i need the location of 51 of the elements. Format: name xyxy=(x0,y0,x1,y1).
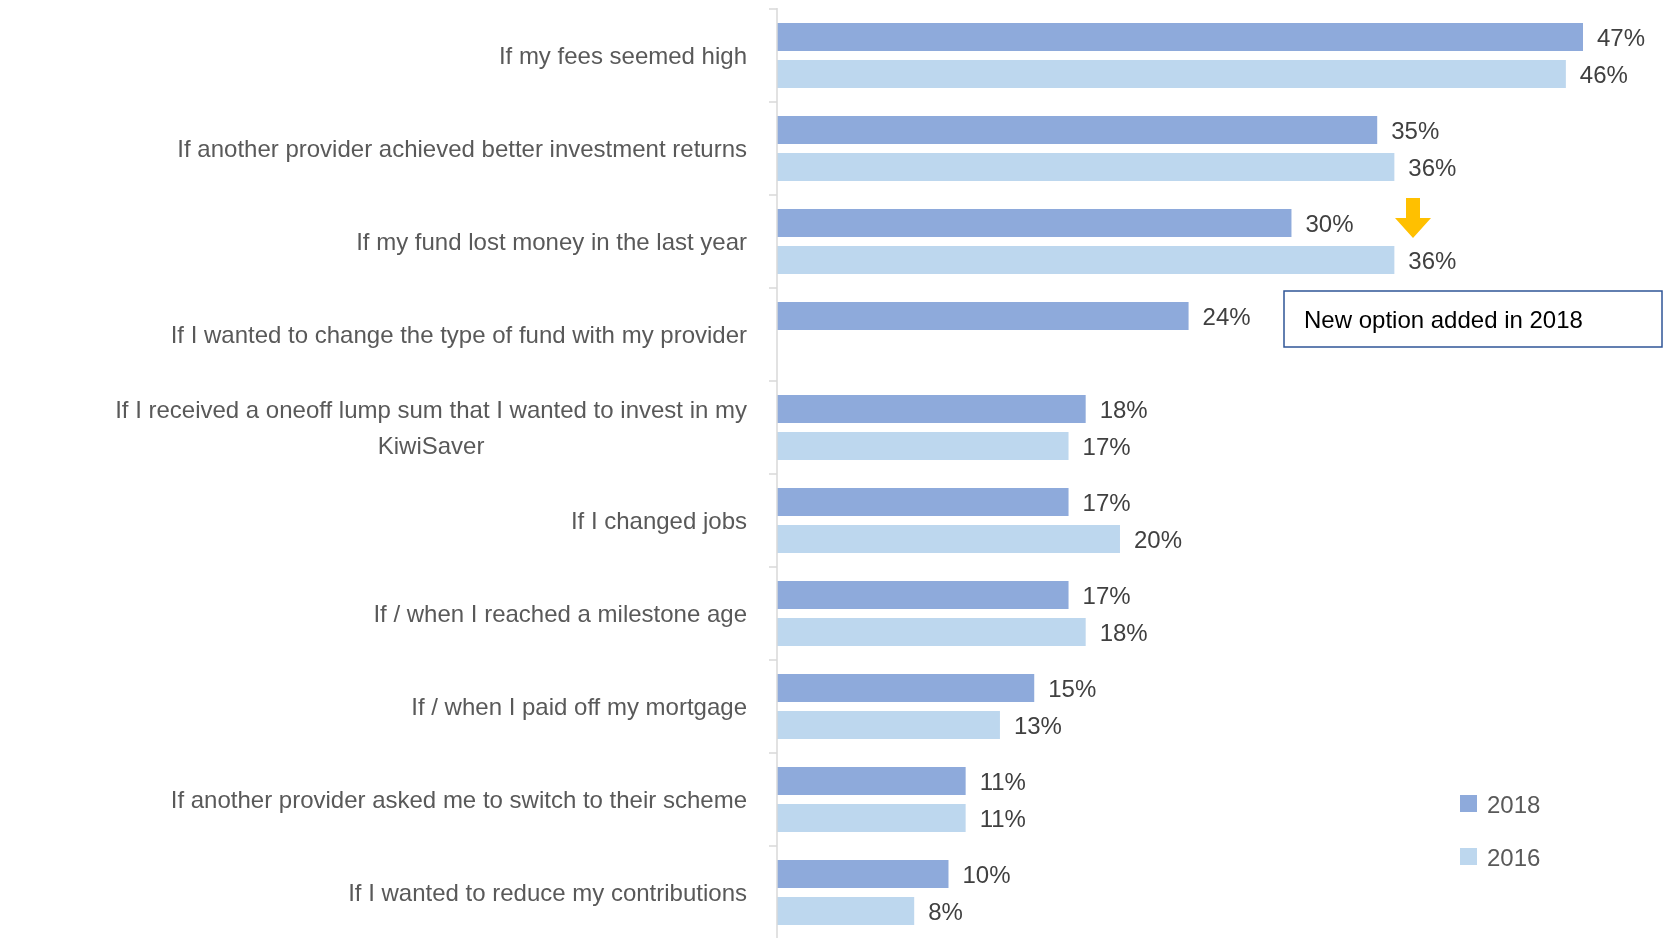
data-label: 15% xyxy=(1048,674,1097,702)
bar xyxy=(777,488,1069,516)
bar xyxy=(777,116,1378,144)
annotation: New option added in 2018 xyxy=(1304,305,1583,333)
y-tick-label: If / when I reached a milestone age xyxy=(373,600,747,627)
data-label: 11% xyxy=(979,767,1026,795)
data-label: 17% xyxy=(1082,432,1131,460)
bar xyxy=(777,581,1069,609)
data-label: 35% xyxy=(1391,116,1440,144)
bar xyxy=(777,60,1566,88)
data-label: 36% xyxy=(1408,246,1457,274)
y-tick-label: If another provider achieved better investment returns xyxy=(177,135,747,162)
data-label: 46% xyxy=(1579,60,1628,88)
y-tick-label: If I wanted to reduce my contributions xyxy=(348,879,747,906)
data-label: 13% xyxy=(1013,711,1062,739)
bar xyxy=(777,897,915,925)
y-tick-label: If another provider asked me to switch to their scheme xyxy=(170,786,747,813)
bar xyxy=(777,395,1086,423)
data-label: 20% xyxy=(1133,525,1183,553)
bar xyxy=(777,674,1035,702)
y-tick-label: If my fees seemed high xyxy=(498,42,747,69)
data-label: 17% xyxy=(1082,581,1131,609)
data-label: 24% xyxy=(1202,302,1251,330)
bar xyxy=(777,525,1120,553)
bar xyxy=(777,246,1395,274)
y-tick-label: If my fund lost money in the last year xyxy=(356,228,748,255)
bar xyxy=(777,767,966,795)
legend-label: 2016 xyxy=(1487,843,1541,871)
bar xyxy=(777,153,1395,181)
bar xyxy=(777,711,1000,739)
bar xyxy=(777,209,1292,237)
bar xyxy=(777,860,949,888)
data-label: 47% xyxy=(1597,23,1646,51)
bar xyxy=(777,23,1583,51)
data-label: 18% xyxy=(1099,618,1148,646)
y-tick-label: If I changed jobs xyxy=(570,507,747,534)
data-label: 17% xyxy=(1082,488,1131,516)
data-label: 30% xyxy=(1305,209,1354,237)
bar xyxy=(777,804,966,832)
bar xyxy=(777,618,1086,646)
data-label: 8% xyxy=(928,897,963,925)
data-label: 11% xyxy=(979,804,1026,832)
y-tick-label: If I received a oneoff lump sum that I wanted to invest in my KiwiSaver xyxy=(115,396,747,459)
bar xyxy=(777,302,1189,330)
data-label: 18% xyxy=(1099,395,1148,423)
y-tick-label: If / when I paid off my mortgage xyxy=(411,693,747,720)
bar xyxy=(777,432,1069,460)
y-tick-label: If I wanted to change the type of fund with my provider xyxy=(170,321,748,348)
legend-label: 2018 xyxy=(1487,790,1541,818)
data-label: 36% xyxy=(1408,153,1457,181)
data-label: 10% xyxy=(962,860,1011,888)
